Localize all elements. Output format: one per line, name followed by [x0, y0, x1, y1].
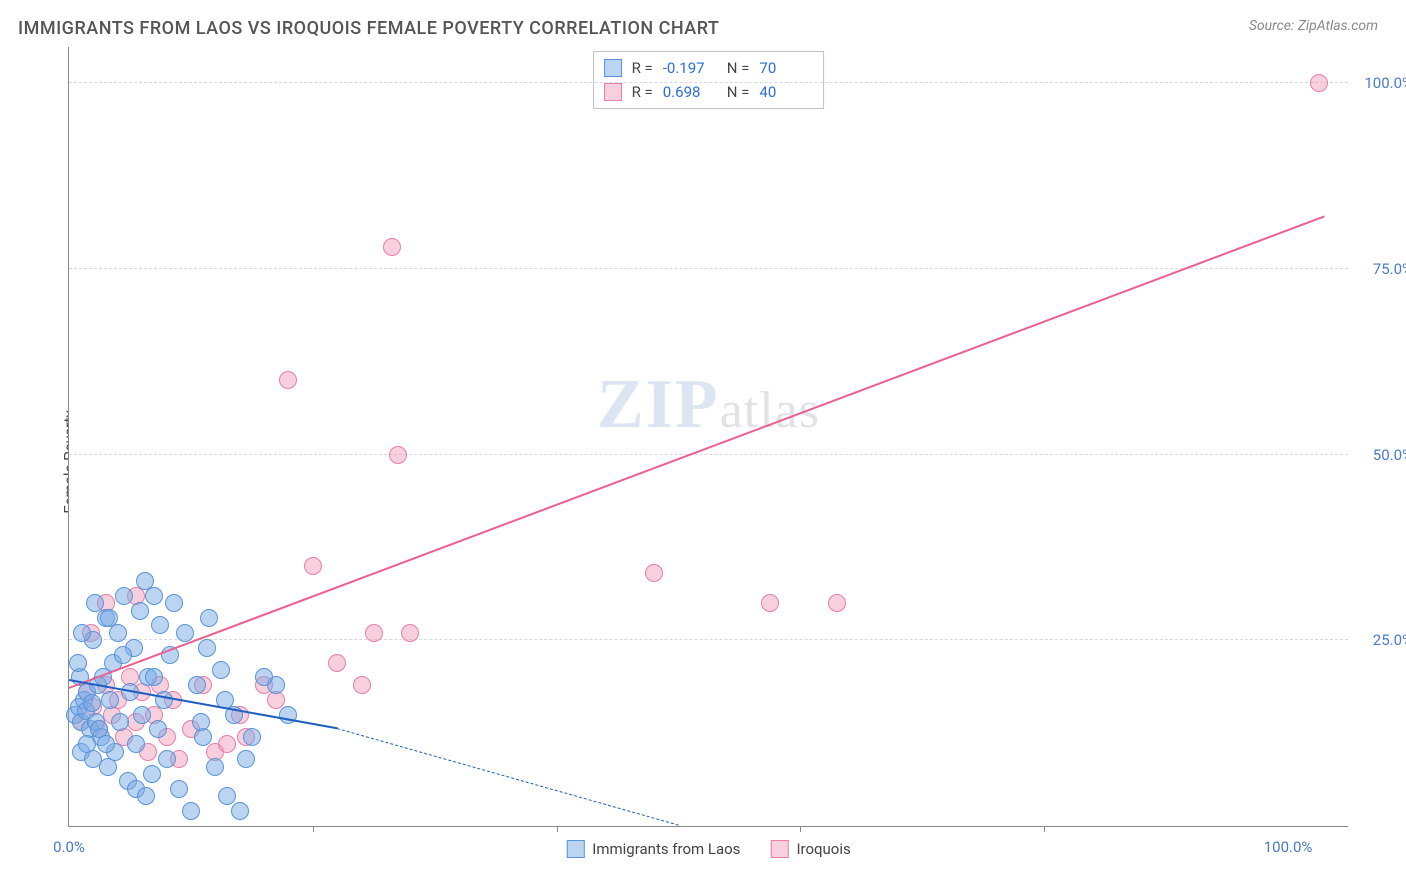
swatch-laos [566, 840, 584, 858]
gridline-h [69, 268, 1348, 269]
data-point-laos [145, 668, 163, 686]
legend-stats-row-laos: R = -0.197 N = 70 [604, 56, 814, 80]
legend-item-laos: Immigrants from Laos [566, 840, 740, 858]
legend-stats-row-iroquois: R = 0.698 N = 40 [604, 80, 814, 104]
trendline-iroquois [69, 215, 1325, 689]
data-point-laos [131, 602, 149, 620]
data-point-laos [192, 713, 210, 731]
data-point-laos [83, 694, 101, 712]
data-point-laos [151, 616, 169, 634]
data-point-laos [73, 624, 91, 642]
gridline-h [69, 82, 1348, 83]
r-value-laos: -0.197 [663, 56, 717, 80]
data-point-laos [182, 802, 200, 820]
data-point-laos [127, 735, 145, 753]
data-point-iroquois [365, 624, 383, 642]
data-point-iroquois [645, 564, 663, 582]
data-point-laos [212, 661, 230, 679]
data-point-iroquois [383, 238, 401, 256]
n-value-iroquois: 40 [759, 80, 813, 104]
y-tick-label: 100.0% [1353, 74, 1406, 92]
data-point-iroquois [304, 557, 322, 575]
gridline-h [69, 454, 1348, 455]
legend-label-laos: Immigrants from Laos [592, 840, 740, 858]
data-point-laos [237, 750, 255, 768]
y-tick-label: 25.0% [1353, 631, 1406, 649]
data-point-laos [206, 758, 224, 776]
x-tick [1044, 826, 1045, 832]
gridline-h [69, 639, 1348, 640]
y-tick-label: 75.0% [1353, 260, 1406, 278]
swatch-laos [604, 59, 622, 77]
data-point-laos [149, 720, 167, 738]
watermark: ZIPatlas [597, 365, 820, 445]
data-point-laos [115, 587, 133, 605]
plot-area: ZIPatlas R = -0.197 N = 70 R = 0.698 N =… [68, 47, 1348, 827]
legend-series: Immigrants from Laos Iroquois [566, 840, 851, 858]
y-tick-label: 50.0% [1353, 446, 1406, 464]
n-value-laos: 70 [759, 56, 813, 80]
r-label: R = [632, 80, 653, 104]
data-point-laos [133, 706, 151, 724]
legend-item-iroquois: Iroquois [770, 840, 850, 858]
chart-title: IMMIGRANTS FROM LAOS VS IROQUOIS FEMALE … [18, 18, 719, 39]
n-label: N = [727, 80, 750, 104]
data-point-laos [170, 780, 188, 798]
data-point-laos [200, 609, 218, 627]
source-name: ZipAtlas.com [1298, 18, 1378, 34]
source-label: Source: [1249, 18, 1294, 34]
legend-stats: R = -0.197 N = 70 R = 0.698 N = 40 [593, 51, 825, 109]
data-point-laos [111, 713, 129, 731]
r-value-iroquois: 0.698 [663, 80, 717, 104]
watermark-brand: ZIP [597, 366, 720, 443]
data-point-laos [143, 765, 161, 783]
data-point-laos [145, 587, 163, 605]
trendline-laos-dashed [337, 728, 679, 826]
data-point-iroquois [761, 594, 779, 612]
data-point-laos [231, 802, 249, 820]
data-point-laos [155, 691, 173, 709]
data-point-laos [218, 787, 236, 805]
data-point-iroquois [328, 654, 346, 672]
data-point-laos [86, 594, 104, 612]
legend-label-iroquois: Iroquois [796, 840, 850, 858]
n-label: N = [727, 56, 750, 80]
data-point-laos [69, 654, 87, 672]
data-point-iroquois [401, 624, 419, 642]
swatch-iroquois [770, 840, 788, 858]
data-point-laos [255, 668, 273, 686]
x-tick [313, 826, 314, 832]
data-point-iroquois [353, 676, 371, 694]
data-point-laos [243, 728, 261, 746]
data-point-laos [100, 609, 118, 627]
chart-container: Female Poverty ZIPatlas R = -0.197 N = 7… [20, 47, 1386, 877]
data-point-laos [101, 691, 119, 709]
source-attribution: Source: ZipAtlas.com [1249, 18, 1378, 34]
data-point-laos [137, 787, 155, 805]
x-tick [557, 826, 558, 832]
data-point-iroquois [1310, 74, 1328, 92]
data-point-iroquois [279, 371, 297, 389]
data-point-laos [198, 639, 216, 657]
data-point-iroquois [828, 594, 846, 612]
data-point-laos [188, 676, 206, 694]
data-point-laos [176, 624, 194, 642]
data-point-iroquois [218, 735, 236, 753]
data-point-laos [158, 750, 176, 768]
data-point-laos [165, 594, 183, 612]
r-label: R = [632, 56, 653, 80]
swatch-iroquois [604, 83, 622, 101]
data-point-iroquois [389, 446, 407, 464]
x-tick [800, 826, 801, 832]
x-tick-label: 0.0% [53, 838, 85, 856]
x-tick-label: 100.0% [1264, 838, 1313, 856]
data-point-laos [114, 646, 132, 664]
data-point-laos [97, 735, 115, 753]
data-point-laos [84, 750, 102, 768]
